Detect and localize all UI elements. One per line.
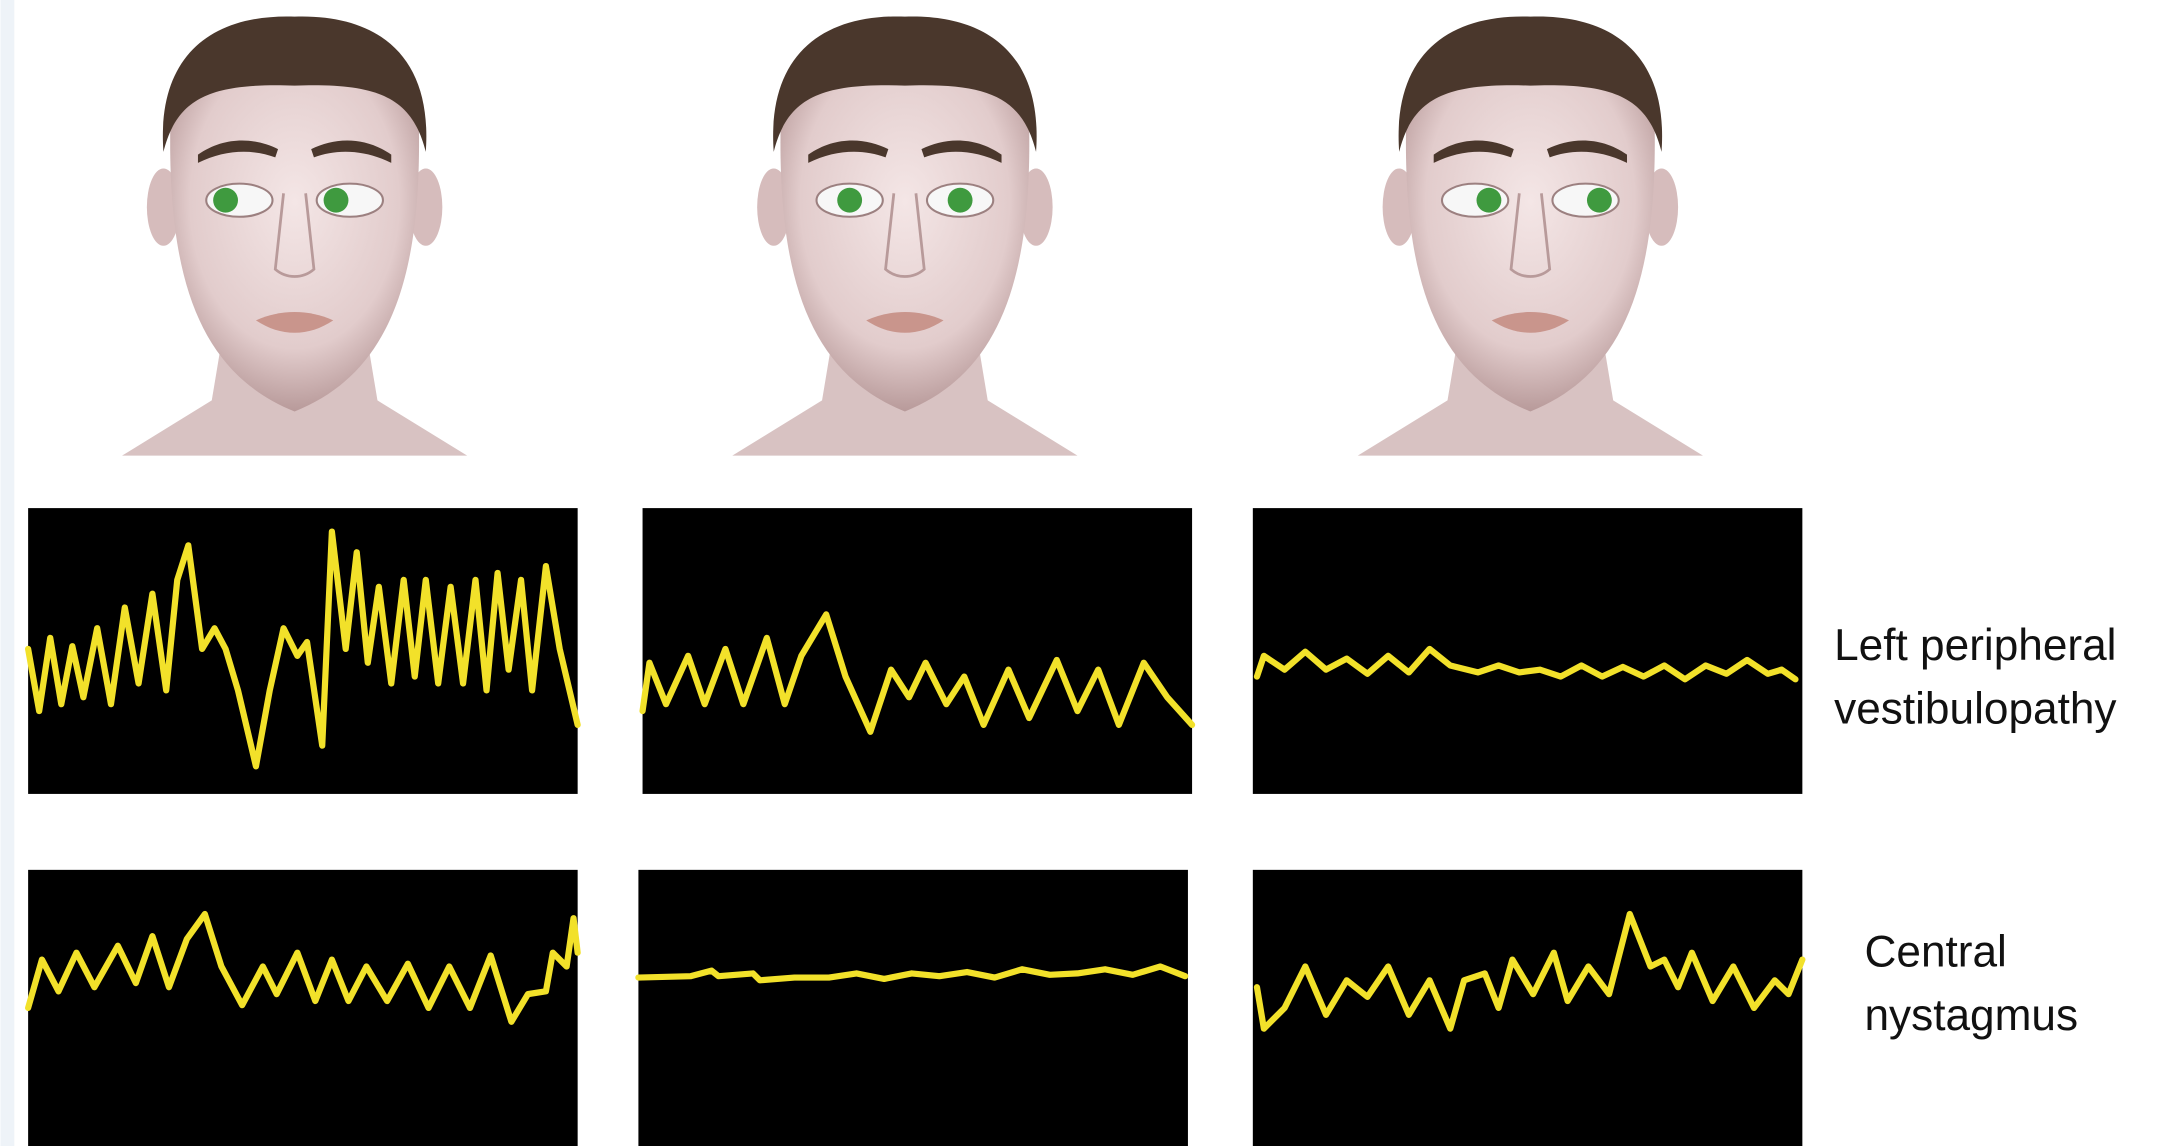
row-label: nystagmus [1864,991,2078,1040]
body: {"rows": [ {"label_lines": ["Left periph… [0,0,2166,1146]
page: Nystagmus figure html, body { margin: 0;… [0,0,2166,1146]
trace-panel [1253,508,1803,794]
trace-panel [1253,870,1803,1146]
iris [213,188,238,213]
figure: Left peripheral vestibulopathy Central n… [0,0,2166,1146]
iris [1587,188,1612,213]
iris [324,188,349,213]
row-label: Left peripheral [1834,621,2116,670]
row-label: vestibulopathy [1834,684,2116,733]
trace-panel [638,870,1188,1146]
iris [948,188,973,213]
iris [837,188,862,213]
trace-panel [28,870,578,1146]
iris [1477,188,1502,213]
row-label: Central [1864,928,2006,977]
left-border [1,0,15,1146]
